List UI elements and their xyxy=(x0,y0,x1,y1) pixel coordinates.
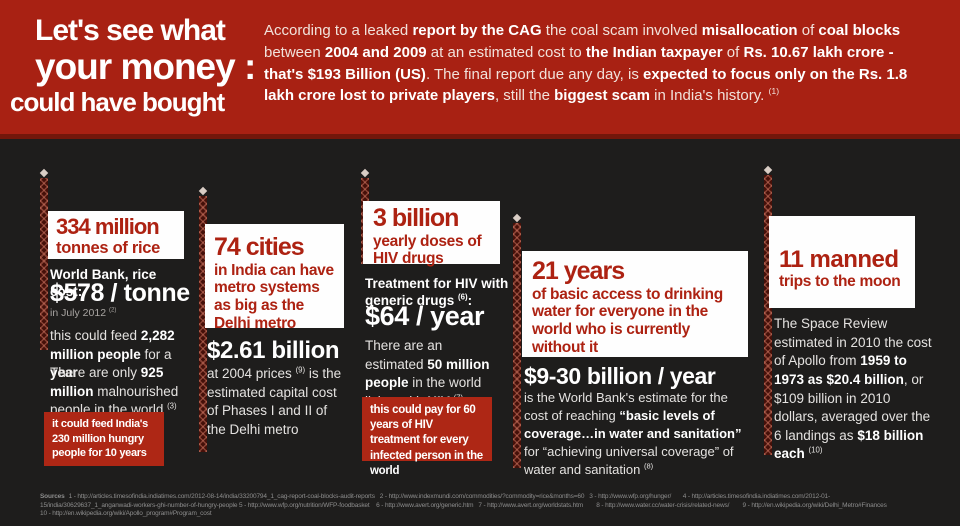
ribbon-ornament-rice xyxy=(40,178,48,350)
title-line-3: could have bought xyxy=(10,87,225,117)
rice-cost-note: in July 2012 (2) xyxy=(50,306,117,319)
hiv-callout: this could pay for 60 years of HIV treat… xyxy=(362,397,492,477)
hiv-cost-value: $64 / year xyxy=(365,301,485,331)
stat-card-rice: 334 million tonnes of rice xyxy=(48,211,184,259)
stat-subheadline-hiv: yearly doses of HIV drugs xyxy=(373,232,482,268)
title-line-1: Let's see what xyxy=(35,14,226,47)
rice-callout: it could feed India's 230 million hungry… xyxy=(44,412,164,466)
stat-headline-rice: 334 million xyxy=(56,214,160,239)
water-fact-1: is the World Bank's estimate for the cos… xyxy=(524,390,742,477)
rice-cost-value: $578 / tonne xyxy=(50,279,190,307)
sources-line-2: 15/india/30629637_1_anganwadi-workers-gh… xyxy=(40,501,887,509)
metro-cost-value: $2.61 billion xyxy=(207,337,340,364)
sources: Sources 1 - http://articles.timesofindia.… xyxy=(40,493,952,519)
stat-card-moon: 11 manned trips to the moon xyxy=(769,216,915,308)
stat-subheadline-metro: in India can have metro systems as big a… xyxy=(214,261,334,333)
rice-cost-label: World Bank, rice cost: xyxy=(50,267,157,300)
sources-line-3: 10 - http://en.wikipedia.org/wiki/Apollo… xyxy=(40,510,212,518)
sources-line-1: Sources 1 - http://articles.timesofindia.… xyxy=(40,493,952,502)
stat-headline-hiv: 3 billion xyxy=(373,204,459,232)
ribbon-ornament-moon xyxy=(764,175,772,455)
intro-paragraph: According to a leaked report by the CAG … xyxy=(264,22,908,105)
hiv-cost-label: Treatment for HIV with generic drugs (6)… xyxy=(365,276,509,309)
moon-fact-1: The Space Review estimated in 2010 the c… xyxy=(774,316,932,462)
sources-line-1-text: 1 - http://articles.timesofindia.indiati… xyxy=(68,493,831,500)
stat-card-water: 21 years of basic access to drinking wat… xyxy=(522,251,748,357)
sources-label: Sources xyxy=(40,493,65,500)
stat-headline-water: 21 years xyxy=(532,257,625,285)
stat-card-hiv: 3 billion yearly doses of HIV drugs xyxy=(363,201,500,267)
page-title: Let's see what your money : could have b… xyxy=(10,14,260,117)
metro-fact-1: at 2004 prices (9) is the estimated capi… xyxy=(207,365,342,437)
stat-headline-metro: 74 cities xyxy=(214,233,305,261)
header-banner: Let's see what your money : could have b… xyxy=(0,0,960,139)
stat-subheadline-moon: trips to the moon xyxy=(779,273,901,291)
stat-headline-moon: 11 manned xyxy=(779,246,899,273)
rice-fact-1: this could feed 2,282 million people for… xyxy=(50,328,175,381)
title-line-2: your money : xyxy=(35,46,256,87)
ribbon-ornament-metro xyxy=(199,196,207,452)
stat-subheadline-rice: tonnes of rice xyxy=(56,239,160,258)
stat-card-metro: 74 cities in India can have metro system… xyxy=(205,224,344,332)
ribbon-ornament-water xyxy=(513,223,521,468)
stat-subheadline-water: of basic access to drinking water for ev… xyxy=(532,285,723,357)
water-cost-value: $9-30 billion / year xyxy=(524,363,716,389)
